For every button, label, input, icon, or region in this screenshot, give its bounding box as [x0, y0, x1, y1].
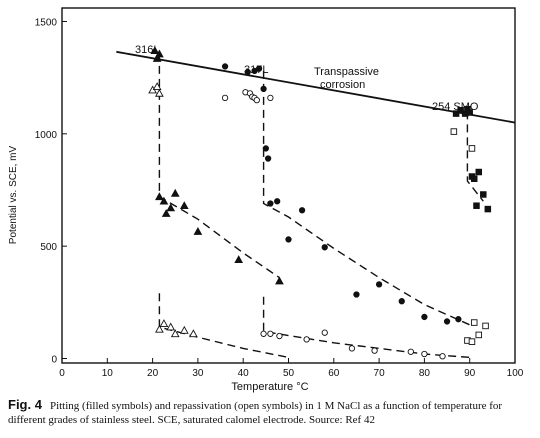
x-tick-label: 40	[238, 368, 250, 379]
trend-curve	[466, 111, 484, 202]
data-point-circle	[267, 200, 274, 207]
trend-curve	[158, 52, 280, 279]
data-point-square	[468, 145, 476, 152]
data-point-circle	[221, 94, 229, 102]
data-point-circle	[443, 318, 451, 325]
data-point-circle	[260, 85, 267, 93]
data-point-square	[470, 175, 478, 183]
data-point-circle	[253, 96, 260, 104]
transpassive-line	[116, 50, 516, 124]
data-point-circle	[398, 298, 405, 305]
data-point-circle	[244, 68, 251, 76]
trend-curve	[262, 70, 470, 326]
data-point-circle	[371, 347, 378, 354]
data-point-circle	[407, 348, 414, 355]
data-point-square	[457, 106, 464, 114]
data-point-triangle	[234, 255, 244, 263]
data-point-triangle	[155, 324, 164, 333]
data-point-circle	[276, 332, 283, 340]
data-point-triangle	[170, 329, 180, 338]
trend-curve	[262, 296, 470, 359]
data-point-circle	[262, 145, 269, 152]
data-point-circle	[260, 330, 267, 337]
data-point-triangle	[193, 227, 203, 235]
x-tick-label: 60	[328, 368, 340, 379]
data-point-triangle	[166, 203, 176, 212]
x-tick-label: 20	[147, 368, 159, 379]
data-point-triangle	[155, 88, 164, 97]
data-point-circle	[348, 345, 356, 352]
data-point-circle	[274, 198, 281, 205]
annotation-transpassive: Transpassive	[314, 66, 379, 78]
data-point-square	[470, 319, 478, 326]
data-point-circle	[221, 63, 229, 70]
data-point-circle	[353, 291, 360, 298]
annotation-corrosion: corrosion	[320, 79, 365, 91]
data-point-circle	[255, 65, 263, 72]
data-point-triangle	[150, 46, 160, 55]
y-tick-label: 0	[51, 355, 57, 366]
x-tick-label: 50	[283, 368, 295, 379]
x-tick-label: 70	[374, 368, 386, 379]
annotation-317l: 317L	[244, 64, 268, 76]
y-axis-label: Potential vs. SCE, mV	[8, 145, 19, 244]
x-tick-label: 10	[102, 368, 114, 379]
data-point-triangle	[159, 196, 169, 205]
data-point-triangle	[275, 276, 284, 285]
data-point-triangle	[179, 201, 189, 210]
data-point-circle	[421, 350, 428, 358]
data-point-circle	[267, 330, 274, 337]
figure-caption: Fig. 4 Pitting (filled symbols) and repas…	[8, 398, 536, 427]
x-tick-label: 80	[419, 368, 431, 379]
data-point-circle	[321, 244, 328, 251]
data-point-square	[468, 338, 476, 345]
x-tick-label: 30	[192, 368, 204, 379]
data-point-circle	[321, 329, 328, 336]
data-point-circle	[455, 316, 462, 323]
x-tick-label: 90	[464, 368, 476, 379]
data-point-triangle	[161, 209, 171, 217]
data-point-circle	[303, 336, 310, 343]
trend-curve	[158, 293, 289, 359]
x-axis-label: Temperature °C	[231, 381, 308, 393]
data-point-circle	[285, 236, 292, 243]
data-point-square	[473, 202, 480, 209]
data-point-circle	[375, 281, 383, 288]
figure-label: Fig. 4	[8, 397, 42, 412]
data-point-triangle	[189, 329, 198, 338]
data-point-triangle	[159, 319, 169, 328]
plot-frame	[61, 7, 516, 364]
data-point-square	[452, 110, 460, 117]
annotation-254smo: 254 SMO	[432, 101, 479, 113]
data-point-triangle	[152, 82, 162, 90]
x-tick-label: 0	[59, 368, 65, 379]
y-tick-label: 1000	[35, 130, 58, 141]
data-point-circle	[298, 207, 306, 214]
y-tick-label: 500	[40, 242, 57, 253]
data-point-square	[466, 109, 473, 116]
y-tick-label: 1500	[35, 17, 58, 28]
data-point-circle	[439, 353, 446, 360]
data-point-circle	[267, 94, 274, 102]
data-point-triangle	[179, 325, 189, 334]
data-point-square	[484, 205, 492, 213]
data-point-triangle	[170, 188, 180, 197]
data-point-square	[480, 191, 487, 198]
data-point-square	[482, 322, 489, 330]
x-tick-label: 100	[507, 368, 524, 379]
data-point-triangle	[155, 192, 164, 201]
data-point-circle	[421, 313, 428, 321]
data-point-square	[475, 168, 483, 176]
annotation-316l: 316L	[135, 44, 159, 56]
data-point-square	[450, 128, 458, 135]
data-point-triangle	[166, 322, 176, 331]
data-point-square	[475, 331, 483, 339]
caption-text: Pitting (filled symbols) and repassivati…	[8, 400, 503, 426]
data-point-circle	[264, 155, 272, 162]
data-point-triangle	[152, 54, 162, 62]
